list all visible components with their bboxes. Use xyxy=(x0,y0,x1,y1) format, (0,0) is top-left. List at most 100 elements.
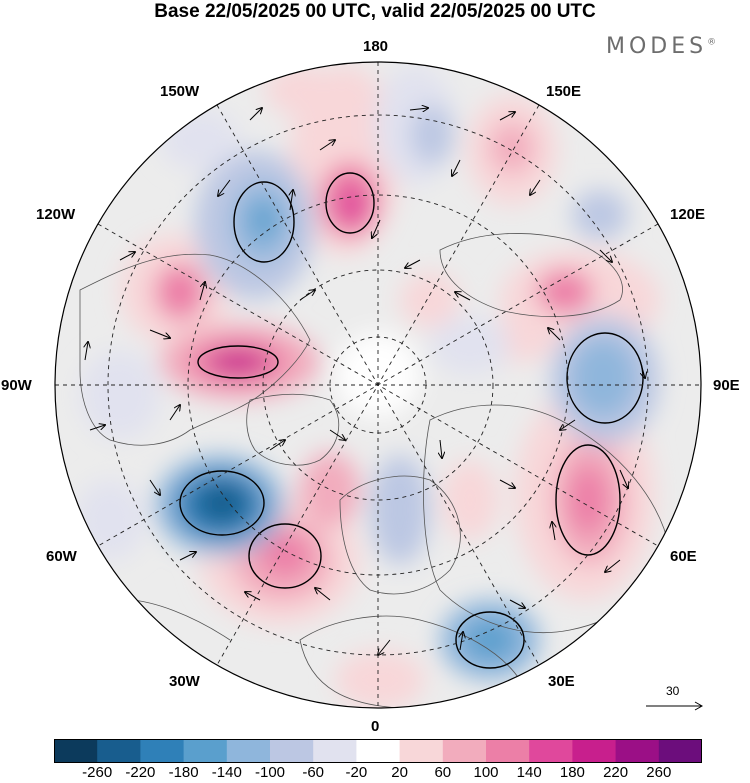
longitude-label-120e: 120E xyxy=(670,206,706,223)
wind-arrow xyxy=(378,639,391,655)
colorbar-swatch xyxy=(615,739,660,763)
colorbar-swatch xyxy=(529,739,573,763)
anomaly-shading xyxy=(75,65,660,708)
wind-arrow xyxy=(319,140,335,151)
map-title: Base 22/05/2025 00 UTC, valid 22/05/2025… xyxy=(154,1,596,22)
wind-arrow xyxy=(179,552,196,561)
colorbar-tick-label: -20 xyxy=(345,764,368,781)
wind-arrow xyxy=(315,588,331,601)
reference-vector-value: 30 xyxy=(666,684,680,698)
colorbar-tick-label: 140 xyxy=(516,764,542,781)
colorbar-swatch xyxy=(313,739,357,763)
wind-vectors xyxy=(85,108,645,655)
colorbar-swatch xyxy=(486,739,530,763)
colorbar-swatch xyxy=(97,739,141,763)
wind-arrow xyxy=(560,419,576,430)
wind-arrow xyxy=(405,259,421,268)
polar-stereographic-map xyxy=(54,61,702,709)
map-boundary xyxy=(54,61,702,709)
positive-anomaly xyxy=(265,65,335,115)
wind-arrow xyxy=(548,328,561,341)
wind-arrow xyxy=(440,439,442,458)
wind-arrow xyxy=(245,592,261,601)
colorbar-border xyxy=(54,739,702,763)
longitude-label-150w: 150W xyxy=(160,83,200,100)
positive-anomaly xyxy=(537,270,593,314)
negative-anomaly xyxy=(75,480,145,560)
wind-arrow xyxy=(552,522,555,541)
reference-vector-arrow xyxy=(646,701,704,711)
colorbar-tick-label: -260 xyxy=(82,764,113,781)
negative-anomaly xyxy=(197,483,247,523)
colorbar-swatch xyxy=(356,739,401,763)
negative-anomaly xyxy=(250,204,278,236)
contour xyxy=(455,611,525,669)
wind-arrow xyxy=(530,179,541,195)
longitude-label-90e: 90E xyxy=(713,377,740,394)
colorbar-swatch xyxy=(658,739,702,763)
wind-arrow xyxy=(218,179,231,196)
brand-text: MODES xyxy=(606,34,708,59)
contour xyxy=(179,470,265,536)
wind-arrow xyxy=(85,342,88,361)
positive-anomaly xyxy=(155,264,205,320)
longitude-label-60e: 60E xyxy=(670,548,697,565)
colorbar-tick-label: 100 xyxy=(473,764,499,781)
contour xyxy=(555,444,621,556)
colorbar-swatch xyxy=(140,739,185,763)
wind-arrow xyxy=(509,599,525,608)
negative-anomaly xyxy=(570,338,636,418)
colorbar-tick-label: 260 xyxy=(646,764,672,781)
wind-arrow xyxy=(452,159,461,176)
colorbar-tick-label: -100 xyxy=(254,764,286,781)
contour xyxy=(325,172,375,234)
negative-anomaly xyxy=(430,315,510,375)
negative-anomaly xyxy=(370,455,430,565)
positive-anomaly xyxy=(400,272,460,328)
positive-anomaly xyxy=(490,123,534,173)
wind-arrow xyxy=(499,112,515,121)
contour xyxy=(233,181,295,263)
colorbar-swatch xyxy=(399,739,444,763)
colorbar-tick-label: -180 xyxy=(168,764,199,781)
wind-arrow xyxy=(149,329,170,338)
colorbar-swatch xyxy=(442,739,487,763)
modes-logo: MODES® xyxy=(606,34,716,59)
meridian xyxy=(97,223,659,547)
wind-arrow xyxy=(605,559,621,572)
longitude-label-120w: 120W xyxy=(36,206,76,223)
colorbar-tick-label: -220 xyxy=(125,764,156,781)
wind-arrow xyxy=(290,190,293,211)
colorbar-tick-label: 180 xyxy=(559,764,585,781)
colorbar-swatch xyxy=(183,739,228,763)
wind-arrow xyxy=(329,429,345,440)
negative-anomaly xyxy=(572,190,628,240)
wind-arrow xyxy=(119,252,135,261)
wind-arrow xyxy=(409,108,428,110)
longitude-label-180: 180 xyxy=(363,38,389,55)
colorbar-labels: -260 -220 -180 -140 -100 -60 -20 20 60 100 140 180 2… xyxy=(0,764,750,783)
contour xyxy=(197,345,279,379)
colorbar-tick-label: 220 xyxy=(603,764,629,781)
contour xyxy=(248,523,322,589)
graticule xyxy=(55,62,701,708)
longitude-label-90w: 90W xyxy=(1,377,32,394)
wind-arrow xyxy=(169,405,180,421)
longitude-label-60w: 60W xyxy=(46,548,77,565)
wind-arrow xyxy=(639,359,645,378)
reference-arrow-head xyxy=(694,701,704,711)
longitude-label-150e: 150E xyxy=(546,83,582,100)
positive-anomaly xyxy=(208,350,268,374)
colorbar-tick-label: -140 xyxy=(211,764,242,781)
wind-arrow xyxy=(619,469,628,488)
wind-arrow xyxy=(149,479,160,495)
colorbar-swatch xyxy=(226,739,271,763)
wind-arrow xyxy=(299,290,315,301)
positive-anomaly xyxy=(442,460,498,540)
wind-arrow xyxy=(249,108,262,121)
registered-mark: ® xyxy=(707,37,717,48)
wind-arrow xyxy=(499,479,515,488)
wind-arrow xyxy=(372,219,381,238)
colorbar-tick-label: 60 xyxy=(434,764,452,781)
negative-anomaly xyxy=(410,105,454,165)
